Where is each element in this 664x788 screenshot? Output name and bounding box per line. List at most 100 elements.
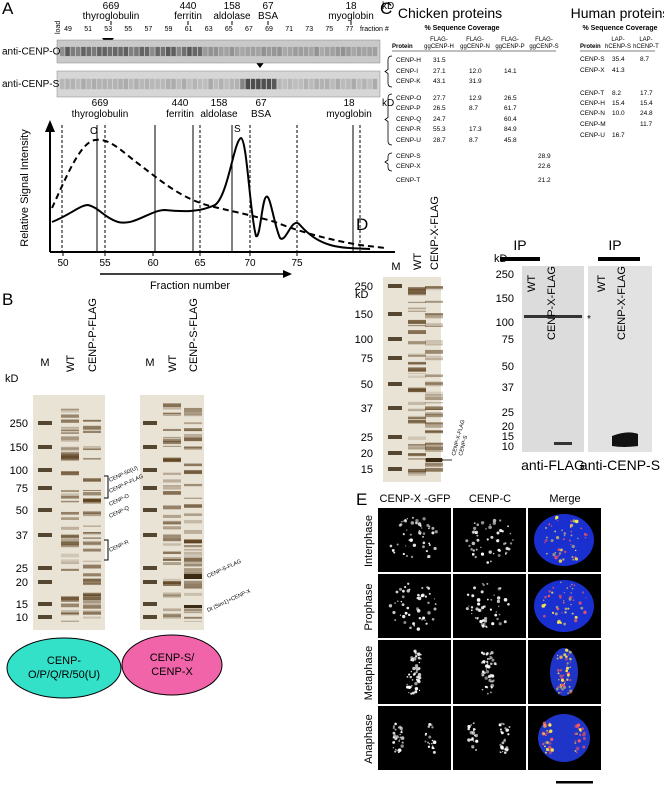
band <box>388 337 402 341</box>
label: CENP-I <box>396 68 418 75</box>
band <box>408 446 426 449</box>
band <box>388 382 402 386</box>
spot <box>559 683 562 686</box>
band <box>330 78 335 90</box>
band <box>181 78 187 90</box>
band <box>425 463 443 467</box>
label: CENP-R <box>396 126 421 133</box>
spot <box>561 529 563 532</box>
spot <box>399 736 402 739</box>
spot <box>483 662 485 664</box>
spot <box>548 723 552 727</box>
label: Human proteins <box>571 5 664 21</box>
label: 18 <box>345 1 357 12</box>
ip-bar <box>598 257 640 261</box>
spot <box>499 528 503 533</box>
spot <box>409 533 412 536</box>
spot <box>542 743 545 746</box>
band <box>184 470 202 474</box>
spot <box>412 622 416 626</box>
band <box>346 46 351 57</box>
bracket <box>104 539 109 561</box>
band <box>356 46 362 57</box>
spot <box>569 523 574 527</box>
spot <box>471 594 475 598</box>
spot <box>494 613 498 617</box>
spot <box>411 679 414 681</box>
band <box>367 46 372 57</box>
label: CENP-S <box>396 153 421 160</box>
micrograph <box>453 574 526 638</box>
spot <box>410 692 413 695</box>
spot <box>392 727 395 730</box>
spot <box>569 691 572 694</box>
spot <box>422 545 425 549</box>
band <box>61 597 79 600</box>
label: CENP-X-FLAG <box>616 266 628 340</box>
band <box>184 520 202 524</box>
spot <box>581 591 585 594</box>
spot <box>543 614 546 618</box>
spot <box>549 729 553 733</box>
label: 61 <box>185 26 193 33</box>
spot <box>465 539 469 543</box>
spot <box>415 521 418 525</box>
spot <box>550 737 554 741</box>
spot <box>427 556 429 559</box>
spot <box>499 519 502 522</box>
band <box>113 78 118 90</box>
spot <box>433 598 436 600</box>
micrograph <box>453 706 526 770</box>
band <box>425 397 443 401</box>
spot <box>474 555 477 559</box>
band <box>143 602 157 606</box>
band <box>83 448 101 451</box>
spot <box>564 550 567 553</box>
micrograph <box>378 508 451 572</box>
spot <box>550 525 553 527</box>
band <box>256 46 261 57</box>
spot <box>484 616 488 621</box>
band <box>97 46 102 57</box>
spot <box>497 548 501 552</box>
label: 75 <box>291 258 303 269</box>
spot <box>496 531 500 535</box>
label: CENP-S-FLAG <box>206 559 242 580</box>
spot <box>471 745 475 749</box>
band <box>118 78 123 90</box>
spot <box>546 536 548 539</box>
band <box>143 445 157 449</box>
label: 37 <box>502 382 514 394</box>
band <box>38 445 52 449</box>
band <box>83 492 101 496</box>
spot <box>486 660 489 663</box>
bracket <box>104 475 109 499</box>
label: 26.5 <box>433 105 446 112</box>
spot <box>568 539 572 542</box>
spot <box>512 539 514 541</box>
scale-bar <box>556 781 593 784</box>
spot <box>496 539 500 543</box>
spot <box>582 745 586 749</box>
band <box>425 343 443 346</box>
band <box>184 580 202 584</box>
spot <box>561 688 564 691</box>
band <box>163 580 181 584</box>
spot <box>482 652 486 656</box>
band <box>163 551 181 555</box>
band <box>184 446 202 449</box>
spot <box>551 611 555 614</box>
band <box>83 605 101 609</box>
band <box>61 408 79 411</box>
gel <box>140 395 204 630</box>
band <box>408 409 426 412</box>
spot <box>490 674 495 678</box>
label: O/P/Q/R/50(U) <box>28 669 100 681</box>
label: 37 <box>16 530 28 542</box>
band <box>83 428 101 432</box>
label: 50 <box>16 505 28 517</box>
spot <box>552 553 556 557</box>
spot <box>554 551 557 554</box>
label: 15.4 <box>640 100 653 107</box>
band <box>86 46 91 57</box>
